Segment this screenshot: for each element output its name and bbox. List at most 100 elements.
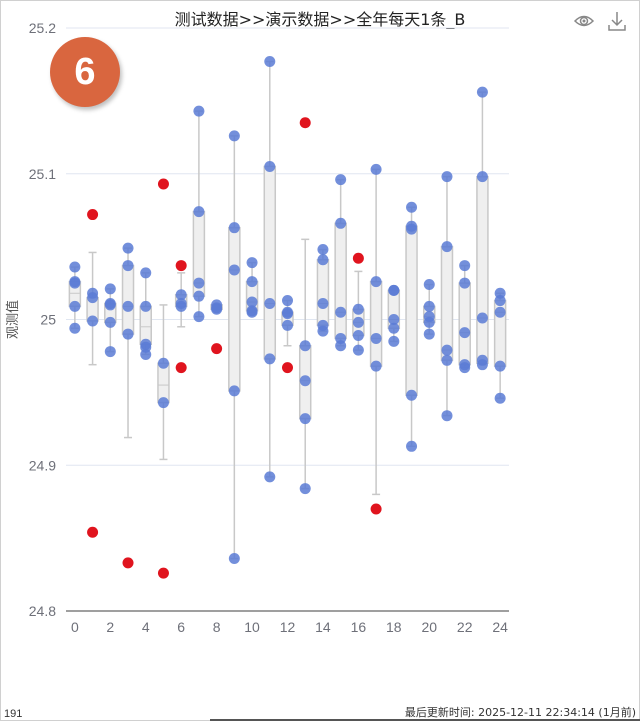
data-point [317, 254, 329, 266]
data-point [193, 206, 205, 218]
data-point [441, 410, 453, 422]
box [440, 245, 454, 362]
box-hour-13 [298, 238, 312, 490]
data-point [352, 330, 364, 342]
data-point [441, 344, 453, 356]
data-point [157, 397, 169, 409]
data-point [122, 328, 134, 340]
box [476, 175, 489, 364]
count-badge: 6 [50, 37, 120, 107]
data-point [299, 413, 311, 425]
data-point [87, 315, 99, 327]
data-point [122, 300, 134, 312]
data-point [423, 300, 435, 312]
data-point [459, 260, 471, 272]
data-point [282, 295, 293, 307]
data-point [494, 392, 506, 404]
data-point [441, 354, 453, 366]
data-point [335, 306, 347, 318]
data-point [370, 276, 382, 288]
box-hour-9 [228, 135, 241, 560]
data-point [388, 284, 400, 296]
data-point [175, 289, 187, 301]
data-point [406, 201, 418, 213]
data-point [122, 260, 134, 272]
data-point [388, 335, 400, 347]
data-point [246, 276, 258, 288]
data-point [494, 360, 506, 372]
x-tick-label: 24 [492, 619, 508, 635]
data-point [193, 290, 205, 302]
data-point [264, 471, 276, 483]
data-point [494, 295, 506, 307]
data-point [317, 325, 329, 337]
data-point [459, 277, 471, 289]
data-point [246, 257, 258, 269]
data-point [140, 267, 152, 279]
box-hour-17 [369, 168, 383, 496]
outlier-point [299, 117, 311, 129]
data-point [69, 300, 81, 312]
data-point [299, 340, 311, 352]
data-point [370, 360, 382, 372]
download-icon[interactable] [606, 10, 628, 32]
data-point [352, 344, 364, 356]
box [121, 264, 135, 335]
x-tick-label: 22 [457, 619, 473, 635]
y-tick-label: 24.9 [29, 457, 56, 473]
x-tick-label: 2 [106, 619, 114, 635]
outlier-point [122, 557, 134, 569]
outlier-point [175, 362, 187, 374]
box-hour-19 [405, 206, 418, 448]
box-hour-5 [157, 304, 170, 461]
x-tick-label: 12 [280, 619, 296, 635]
data-point [441, 171, 453, 183]
box-hour-11 [263, 60, 277, 478]
data-point [264, 353, 276, 365]
box-hour-23 [476, 91, 489, 366]
x-tick-label: 20 [421, 619, 437, 635]
data-point [69, 277, 81, 289]
box-hour-21 [440, 175, 454, 417]
data-point [104, 299, 116, 311]
data-point [317, 244, 329, 256]
data-point [228, 385, 240, 397]
data-point [476, 312, 488, 324]
data-point [264, 56, 276, 68]
eye-icon[interactable] [573, 10, 595, 32]
data-point [494, 306, 506, 318]
data-point [104, 316, 116, 328]
outlier-point [370, 503, 382, 515]
data-point [406, 440, 418, 452]
data-point [476, 359, 488, 371]
data-point [299, 483, 311, 495]
x-tick-label: 16 [351, 619, 367, 635]
data-point [228, 222, 240, 234]
horizontal-scrollbar[interactable] [210, 719, 640, 721]
data-point [69, 261, 81, 273]
last-updated: 最后更新时间: 2025-12-11 22:34:14 (1月前) [404, 706, 636, 719]
y-tick-label: 24.8 [29, 603, 56, 619]
box [139, 305, 152, 346]
data-point [423, 316, 435, 328]
data-point [459, 362, 471, 374]
record-count: 191 [4, 708, 23, 720]
x-tick-label: 6 [177, 619, 185, 635]
data-point [211, 303, 223, 315]
outlier-point [352, 252, 364, 264]
box [334, 222, 347, 340]
data-point [140, 348, 152, 360]
data-point [282, 319, 293, 331]
data-point [122, 242, 134, 254]
outlier-point [87, 526, 99, 538]
x-tick-label: 4 [142, 619, 150, 635]
chart-title: 测试数据>>演示数据>>全年每天1条_B [174, 10, 466, 29]
data-point [406, 223, 418, 235]
data-point [140, 300, 152, 312]
data-point [317, 297, 329, 309]
data-point [69, 322, 81, 334]
box-hour-15 [334, 178, 347, 347]
data-point [423, 328, 435, 340]
box [228, 226, 241, 392]
